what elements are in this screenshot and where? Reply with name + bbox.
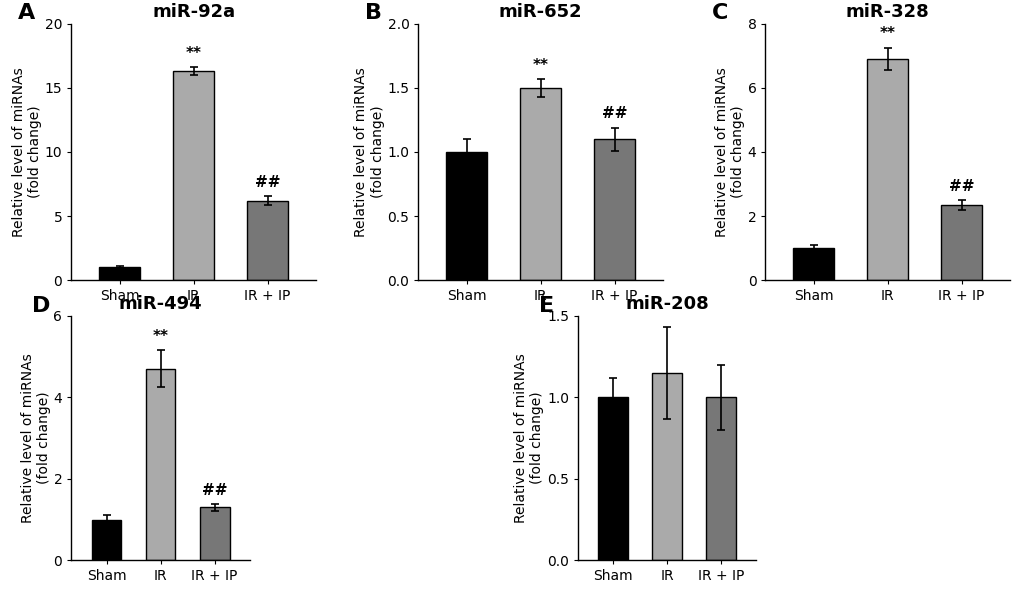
Y-axis label: Relative level of miRNAs
(fold change): Relative level of miRNAs (fold change) (12, 67, 42, 237)
Text: **: ** (878, 26, 895, 42)
Text: ##: ## (202, 483, 227, 498)
Text: E: E (538, 296, 553, 316)
Bar (173, 72, 214, 280)
Title: miR-494: miR-494 (118, 295, 202, 313)
Text: ##: ## (255, 175, 280, 190)
Title: miR-208: miR-208 (625, 295, 708, 313)
Bar (866, 59, 907, 280)
Bar (520, 88, 560, 280)
Bar (99, 267, 140, 280)
Y-axis label: Relative level of miRNAs
(fold change): Relative level of miRNAs (fold change) (354, 67, 384, 237)
Title: miR-652: miR-652 (498, 3, 582, 21)
Bar (247, 201, 287, 280)
Text: **: ** (185, 46, 202, 61)
Text: D: D (33, 296, 51, 316)
Bar (594, 139, 635, 280)
Bar (146, 369, 175, 560)
Y-axis label: Relative level of miRNAs
(fold change): Relative level of miRNAs (fold change) (514, 353, 544, 523)
Bar (445, 152, 486, 280)
Bar (652, 373, 682, 560)
Title: miR-328: miR-328 (845, 3, 928, 21)
Bar (598, 398, 628, 560)
Bar (793, 248, 834, 280)
Bar (200, 507, 229, 560)
Text: **: ** (153, 330, 168, 344)
Text: A: A (17, 4, 35, 23)
Text: **: ** (532, 58, 548, 73)
Text: B: B (365, 4, 381, 23)
Title: miR-92a: miR-92a (152, 3, 235, 21)
Text: C: C (711, 4, 728, 23)
Y-axis label: Relative level of miRNAs
(fold change): Relative level of miRNAs (fold change) (714, 67, 744, 237)
Bar (92, 520, 121, 560)
Bar (941, 205, 981, 280)
Text: ##: ## (948, 179, 973, 194)
Y-axis label: Relative level of miRNAs
(fold change): Relative level of miRNAs (fold change) (20, 353, 51, 523)
Text: ##: ## (601, 106, 627, 121)
Bar (706, 398, 736, 560)
